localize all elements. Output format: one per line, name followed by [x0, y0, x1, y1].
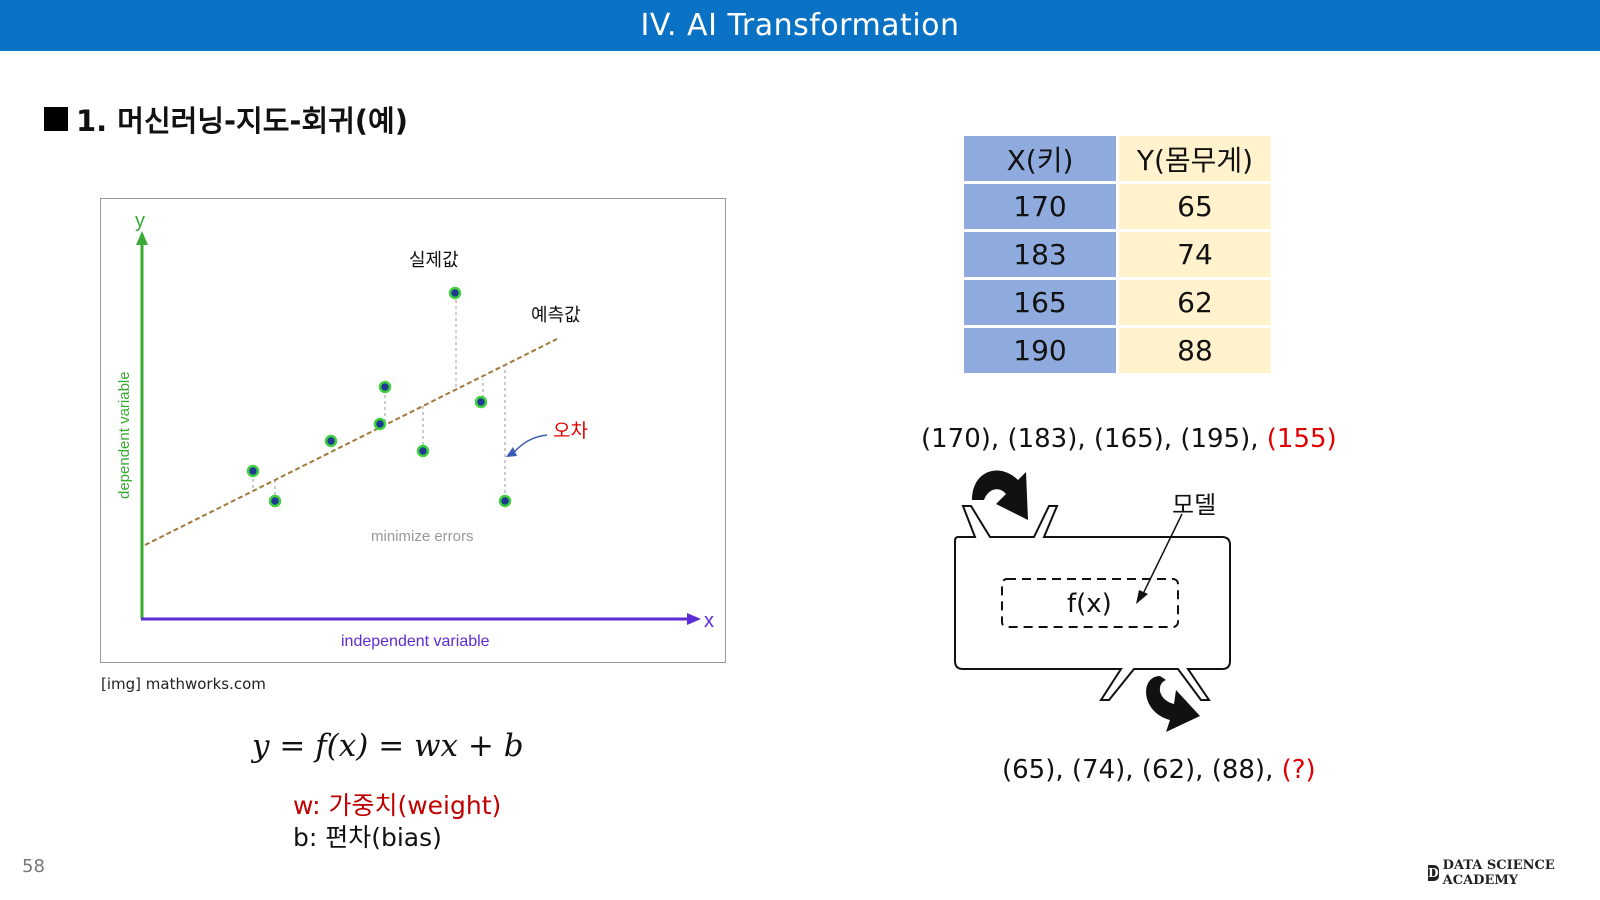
- input-curved-arrow-icon: [972, 470, 1028, 520]
- data-point: [474, 395, 488, 409]
- y-axis-title: dependent variable: [116, 371, 133, 499]
- regression-chart: y x dependent variable independent varia…: [100, 198, 726, 663]
- table-cell: 88: [1119, 328, 1271, 373]
- table-cell: 190: [964, 328, 1119, 373]
- data-point: [378, 380, 392, 394]
- inputs-highlight: (155): [1266, 424, 1337, 454]
- image-credit: [img] mathworks.com: [101, 675, 266, 693]
- y-axis-letter: y: [135, 210, 145, 232]
- square-bullet-icon: [44, 107, 68, 131]
- table-header-x: X(키): [964, 136, 1119, 181]
- label-error: 오차: [553, 420, 588, 442]
- regression-formula: y = f(x) = wx + b: [252, 728, 524, 764]
- brand-name: DATA SCIENCE ACADEMY: [1442, 858, 1555, 888]
- data-point: [416, 444, 430, 458]
- model-box: [954, 505, 1231, 701]
- page-number: 58: [22, 856, 45, 877]
- table-cell: 74: [1119, 232, 1271, 277]
- table-row: 190 88: [964, 328, 1271, 373]
- label-minimize: minimize errors: [371, 528, 474, 545]
- data-point: [268, 494, 282, 508]
- error-pointer-arrowhead: [506, 447, 517, 457]
- model-pointer-arrowhead: [1136, 590, 1148, 604]
- regression-chart-svg: y x dependent variable independent varia…: [116, 210, 714, 650]
- table-cell: 183: [964, 232, 1119, 277]
- data-point: [246, 464, 260, 478]
- table-row: 183 74: [964, 232, 1271, 277]
- x-axis-arrow: [687, 613, 701, 625]
- table-row: 165 62: [964, 280, 1271, 325]
- output-curved-arrow-icon: [1146, 676, 1200, 732]
- y-axis-arrow: [136, 231, 148, 245]
- data-point: [498, 494, 512, 508]
- table-cell: 65: [1119, 184, 1271, 229]
- outputs-text: (65), (74), (62), (88),: [1002, 755, 1282, 785]
- table-row: 170 65: [964, 184, 1271, 229]
- x-axis-title: independent variable: [341, 633, 490, 650]
- table-header-y: Y(몸무게): [1119, 136, 1271, 181]
- section-title-text: 1. 머신러닝-지도-회귀(예): [76, 104, 408, 138]
- bias-definition: b: 편차(bias): [293, 823, 442, 852]
- table-header-row: X(키) Y(몸무게): [964, 136, 1271, 181]
- model-pointer-line: [1141, 513, 1183, 597]
- data-point: [373, 417, 387, 431]
- brand-logo-icon: D: [1428, 865, 1439, 881]
- x-axis-letter: x: [704, 610, 714, 632]
- data-point: [448, 286, 462, 300]
- data-point: [324, 434, 338, 448]
- model-label: 모델: [1172, 491, 1217, 519]
- function-box: [1001, 578, 1179, 628]
- table-cell: 165: [964, 280, 1119, 325]
- weight-definition: w: 가중치(weight): [293, 791, 502, 820]
- table-cell: 62: [1119, 280, 1271, 325]
- model-inputs: (170), (183), (165), (195), (155): [921, 424, 1337, 454]
- error-pointer-arrow: [512, 434, 548, 454]
- label-actual: 실제값: [409, 250, 459, 271]
- model-outputs: (65), (74), (62), (88), (?): [1002, 755, 1316, 785]
- label-predicted: 예측값: [531, 305, 581, 326]
- inputs-text: (170), (183), (165), (195),: [921, 424, 1267, 454]
- regression-line: [144, 338, 558, 546]
- function-label: f(x): [1067, 589, 1112, 619]
- height-weight-table: X(키) Y(몸무게) 170 65 183 74 165 62 190 88: [964, 133, 1271, 376]
- header-bar: IV. AI Transformation: [0, 0, 1600, 51]
- data-points: [246, 286, 512, 508]
- section-title: 1. 머신러닝-지도-회귀(예): [44, 98, 408, 140]
- brand: D DATA SCIENCE ACADEMY: [1428, 858, 1600, 888]
- outputs-highlight: (?): [1281, 755, 1316, 785]
- table-cell: 170: [964, 184, 1119, 229]
- header-title: IV. AI Transformation: [640, 8, 960, 43]
